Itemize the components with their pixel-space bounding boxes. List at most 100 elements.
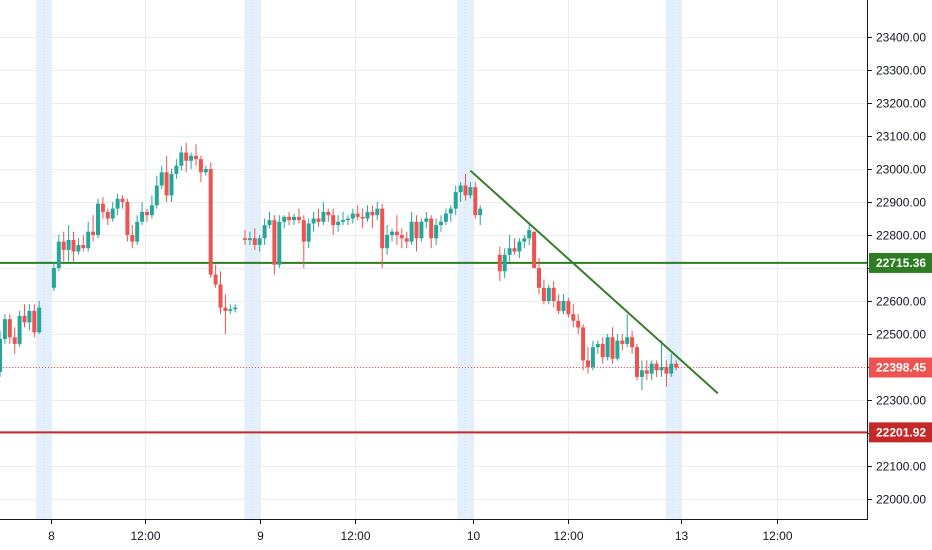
y-tick-label: 23000.00 <box>876 163 926 177</box>
horizontal-lines <box>0 261 867 434</box>
candle-down <box>272 215 277 275</box>
candle-body <box>174 165 179 174</box>
x-tick-label: 13 <box>675 529 689 543</box>
candle-body <box>453 192 458 209</box>
candle-body <box>439 221 443 226</box>
candle-down <box>404 231 409 249</box>
candle-body <box>478 208 483 216</box>
candle-up <box>546 284 551 305</box>
candle-body <box>115 198 120 209</box>
candle-down <box>105 208 110 226</box>
candle-up <box>292 213 296 226</box>
candle-down <box>120 195 125 209</box>
y-tick-label: 22500.00 <box>876 328 926 342</box>
candle-up <box>649 360 654 381</box>
candle-body <box>179 152 184 166</box>
x-tick-label: 12:00 <box>762 529 792 543</box>
candle-up <box>149 195 154 219</box>
candle-body <box>429 218 434 239</box>
candle-up <box>140 202 145 226</box>
candle-down <box>537 258 541 295</box>
candle-body <box>497 254 502 272</box>
candle-down <box>130 225 135 249</box>
candle-down <box>32 304 37 338</box>
candle-up <box>390 228 394 242</box>
candle-down <box>600 337 605 364</box>
candle-body <box>644 370 649 374</box>
candle-down <box>414 215 419 252</box>
candle-up <box>341 211 345 226</box>
candle-up <box>267 211 272 229</box>
candle-down <box>399 228 404 249</box>
candle-body <box>664 367 669 374</box>
x-tick-label: 12:00 <box>130 529 160 543</box>
candle-body <box>154 185 159 206</box>
candle-body <box>434 225 439 239</box>
candle-down <box>100 197 105 219</box>
candle-body <box>576 320 581 328</box>
candle-up <box>66 225 71 262</box>
candle-body <box>541 287 546 301</box>
candle-down <box>213 264 218 288</box>
price-badge-label: 22201.92 <box>876 425 926 439</box>
candle-body <box>208 169 213 275</box>
candle-down <box>287 211 292 226</box>
candle-up <box>17 310 22 348</box>
candle-body <box>296 216 301 221</box>
candle-down <box>664 360 669 387</box>
candle-body <box>331 215 336 226</box>
candle-body <box>561 301 566 311</box>
candle-down <box>360 208 365 229</box>
candle-up <box>595 340 600 354</box>
candle-down <box>556 294 561 315</box>
candle-up <box>96 198 100 239</box>
candle-body <box>287 216 292 221</box>
candle-down <box>164 155 169 202</box>
candle-down <box>512 238 517 255</box>
candle-body <box>468 187 473 196</box>
candle-body <box>586 360 590 367</box>
candle-body <box>22 315 27 323</box>
candle-down <box>463 173 468 201</box>
candle-body <box>27 310 32 323</box>
candle-body <box>321 211 326 222</box>
price-badge <box>869 422 932 443</box>
candle-up <box>458 182 463 202</box>
candle-up <box>478 205 483 226</box>
candle-body <box>252 238 257 245</box>
price-badge <box>869 252 932 273</box>
candle-body <box>463 185 468 196</box>
candle-down <box>91 215 96 242</box>
candle-body <box>81 244 86 249</box>
candle-body <box>404 238 409 242</box>
candle-body <box>390 231 394 235</box>
candle-up <box>590 340 595 371</box>
candle-down <box>394 215 399 245</box>
candle-body <box>223 307 228 311</box>
x-tick-label: 9 <box>257 529 264 543</box>
candle-down <box>532 231 537 268</box>
candle-up <box>110 202 115 222</box>
candle-up <box>27 304 32 331</box>
candle-body <box>615 340 620 359</box>
candle-body <box>213 274 218 285</box>
candle-up <box>233 304 238 313</box>
candle-body <box>86 231 91 249</box>
candle-body <box>414 221 419 239</box>
candle-up <box>517 238 522 259</box>
x-tick-label: 8 <box>48 529 55 543</box>
candle-body <box>639 370 644 377</box>
candle-body <box>203 169 208 173</box>
candle-body <box>517 241 522 252</box>
candle-body <box>91 231 96 235</box>
candle-body <box>522 238 527 242</box>
candle-body <box>66 239 71 250</box>
candle-body <box>301 220 306 242</box>
candle-up <box>0 330 2 377</box>
candle-down <box>208 162 213 278</box>
candle-body <box>355 213 360 217</box>
candle-down <box>316 208 321 227</box>
time-axis: 8 12:00 9 12:00 10 12:00 13 12:00 <box>48 519 793 543</box>
candle-up <box>375 202 380 221</box>
